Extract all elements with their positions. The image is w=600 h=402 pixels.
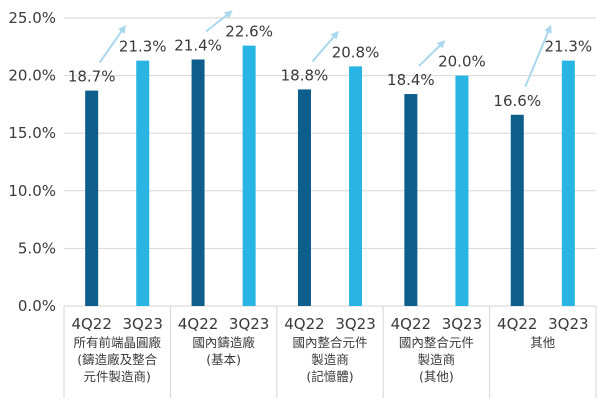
category-label: 元件製造商) [84, 369, 151, 384]
bar-4q22 [85, 90, 99, 307]
growth-arrow [205, 10, 233, 33]
category-label: (鑄造廠及整合 [77, 352, 157, 367]
growth-arrow [311, 30, 339, 63]
series-label: 4Q22 [71, 315, 111, 333]
data-label: 20.8% [332, 43, 380, 61]
data-label: 16.6% [493, 92, 541, 110]
bar-3q23 [455, 75, 469, 306]
category-label: 製造商 [311, 352, 349, 367]
growth-arrow [418, 40, 446, 67]
series-label: 3Q23 [442, 315, 482, 333]
category-label: 所有前端晶圓廠 [73, 335, 161, 350]
series-label: 3Q23 [229, 315, 269, 333]
y-tick-label: 5.0% [18, 239, 56, 257]
series-label: 4Q22 [391, 315, 431, 333]
bar-4q22 [404, 94, 418, 306]
bar-4q22 [510, 114, 524, 306]
category-label: (其他) [419, 369, 454, 384]
data-label: 20.0% [438, 53, 486, 71]
series-label: 3Q23 [123, 315, 163, 333]
series-label: 3Q23 [548, 315, 588, 333]
data-label: 18.4% [387, 71, 435, 89]
y-tick-label: 15.0% [8, 124, 56, 142]
growth-arrow [524, 24, 552, 88]
bars [85, 45, 575, 307]
category-label: 其他 [530, 335, 556, 350]
category-label: 國內鑄造廠 [192, 335, 255, 350]
bar-4q22 [191, 59, 205, 306]
data-label: 18.8% [281, 66, 329, 84]
category-label: (基本) [206, 352, 241, 367]
data-label: 21.3% [545, 38, 593, 56]
growth-arrow [98, 24, 126, 64]
data-labels: 18.7%21.3% 21.4%22.6%18.8%20.8%18.4%20.0%… [68, 23, 592, 110]
growth-arrows [98, 10, 552, 88]
series-label: 4Q22 [284, 315, 324, 333]
category-label: 國內整合元件 [399, 335, 474, 350]
data-label: 21.4% [174, 36, 222, 54]
y-tick-label: 10.0% [8, 182, 56, 200]
bar-3q23 [349, 66, 363, 306]
y-tick-label: 0.0% [18, 297, 56, 315]
category-label: (記憶體) [306, 369, 353, 384]
bar-3q23 [242, 45, 256, 306]
gridlines [63, 17, 597, 398]
category-label: 國內整合元件 [292, 335, 367, 350]
data-label: 22.6% [225, 23, 273, 41]
data-label: 18.7% [68, 68, 116, 86]
bar-3q23 [561, 60, 575, 307]
series-label: 4Q22 [497, 315, 537, 333]
series-label: 3Q23 [335, 315, 375, 333]
bar-4q22 [297, 89, 311, 306]
bar-3q23 [136, 60, 150, 307]
category-label: 製造商 [418, 352, 456, 367]
series-label: 4Q22 [178, 315, 218, 333]
data-label: 21.3% [119, 38, 167, 56]
y-tick-label: 20.0% [8, 67, 56, 85]
y-axis: 0.0% 5.0% 10.0% 15.0% 20.0% 25.0% [8, 9, 56, 315]
y-tick-label: 25.0% [8, 9, 56, 27]
